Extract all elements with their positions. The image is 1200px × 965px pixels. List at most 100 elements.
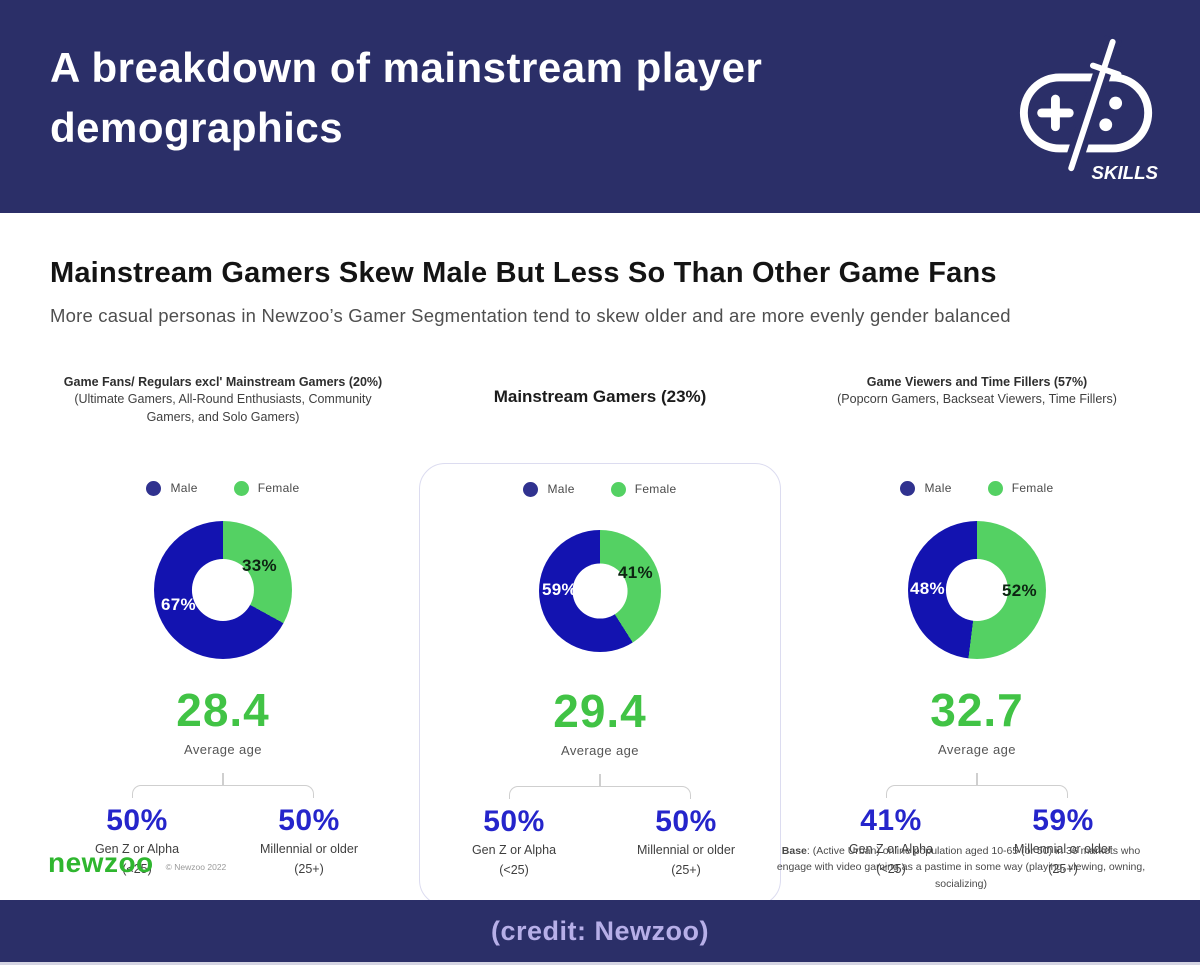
donut-hole <box>945 558 1009 622</box>
male-slice-label: 67% <box>161 595 196 614</box>
segment-column-viewers: Game Viewers and Time Fillers (57%) (Pop… <box>796 373 1158 906</box>
average-age-value: 29.4 <box>553 685 647 737</box>
highlight-card: Male Female 59% 41% 29.4 Average age <box>419 463 781 906</box>
segment-title: Game Fans/ Regulars excl' Mainstream Gam… <box>63 375 383 389</box>
average-age-label: Average age <box>938 742 1016 757</box>
donut-chart-gender: 48% 52% <box>908 521 1046 659</box>
logo-caption: SKILLS <box>1091 162 1158 182</box>
millennial-cell: 50% Millennial or older (25+) <box>230 804 388 878</box>
genz-label: Gen Z or Alpha <box>848 842 934 856</box>
gender-legend: Male Female <box>146 479 299 497</box>
male-legend-dot-icon <box>523 481 539 497</box>
section-title: Mainstream Gamers Skew Male But Less So … <box>50 257 997 289</box>
female-slice-label: 41% <box>618 563 653 582</box>
genz-cell: 50% Gen Z or Alpha (<25) <box>435 805 593 879</box>
genz-cell: 50% Gen Z or Alpha (<25) <box>58 804 216 878</box>
segment-title: Game Viewers and Time Fillers (57%) <box>866 375 1088 389</box>
legend-item-male: Male <box>900 480 952 496</box>
male-legend-label: Male <box>547 482 575 496</box>
millennial-percent: 50% <box>278 804 340 837</box>
newzoo-logo: newzoo <box>48 847 154 878</box>
segment-title: Mainstream Gamers (23%) <box>493 387 707 406</box>
page-title: A breakdown of mainstream player demogra… <box>50 44 763 151</box>
content-area: Mainstream Gamers Skew Male But Less So … <box>0 213 1200 906</box>
base-note: Base: (Active Urban) online population a… <box>772 843 1150 892</box>
male-slice-label: 48% <box>910 579 945 598</box>
male-slice-label: 59% <box>542 580 577 599</box>
segment-column-mainstream: Mainstream Gamers (23%) Male Female <box>419 373 781 906</box>
donut-hole <box>191 558 255 622</box>
gender-legend: Male Female <box>523 480 676 498</box>
legend-item-female: Female <box>610 481 677 497</box>
male-legend-label: Male <box>924 481 952 495</box>
donut-hole <box>572 563 628 619</box>
female-legend-dot-icon <box>610 481 626 497</box>
female-legend-dot-icon <box>987 480 1003 496</box>
header-banner: A breakdown of mainstream player demogra… <box>0 0 1200 213</box>
segment-subtitle: (Ultimate Gamers, All-Round Enthusiasts,… <box>74 392 372 424</box>
button-dot-icon <box>1099 118 1113 132</box>
donut-chart-gender: 59% 41% <box>539 530 661 652</box>
legend-item-female: Female <box>987 480 1054 496</box>
millennial-label: Millennial or older <box>260 842 358 856</box>
genz-label: Gen Z or Alpha <box>471 843 557 857</box>
female-legend-label: Female <box>634 482 677 496</box>
segment-body: Male Female 59% 41% 29.4 Average age <box>435 464 765 879</box>
split-bracket <box>886 773 1068 798</box>
segment-body: Male Female 67% 33% 28.4 Average age <box>58 463 388 878</box>
gender-legend: Male Female <box>900 479 1053 497</box>
male-legend-dot-icon <box>900 480 916 496</box>
genz-cell: 41% Gen Z or Alpha (<25) <box>812 804 970 878</box>
legend-item-male: Male <box>523 481 575 497</box>
section-subtitle: More casual personas in Newzoo’s Gamer S… <box>50 305 1011 326</box>
male-legend-label: Male <box>170 481 198 495</box>
millennial-cell: 50% Millennial or older (25+) <box>607 805 765 879</box>
millennial-cell: 59% Millennial or older (25+) <box>984 804 1142 878</box>
donut-chart-gender: 67% 33% <box>154 521 292 659</box>
segment-subtitle: (Popcorn Gamers, Backseat Viewers, Time … <box>837 392 1117 407</box>
split-bracket <box>509 774 691 799</box>
millennial-label: Millennial or older <box>637 843 735 857</box>
millennial-age-range: (25+) <box>1048 861 1078 876</box>
genz-age-range: (<25) <box>876 861 906 876</box>
gid-skills-logo: SKILLS <box>1019 35 1159 182</box>
bottom-strip <box>0 962 1200 965</box>
legend-item-female: Female <box>233 480 300 496</box>
button-dot-icon <box>1109 96 1123 110</box>
segment-header: Game Fans/ Regulars excl' Mainstream Gam… <box>42 373 404 463</box>
sword-icon <box>1068 38 1116 172</box>
female-slice-label: 52% <box>1002 581 1037 600</box>
base-note-text: : (Active Urban) online population aged … <box>776 845 1146 890</box>
millennial-percent: 50% <box>655 805 717 838</box>
millennial-label: Millennial or older <box>1014 842 1112 856</box>
genz-age-range: (<25) <box>499 862 529 877</box>
segment-columns: Game Fans/ Regulars excl' Mainstream Gam… <box>0 373 1200 906</box>
copyright-text: © Newzoo 2022 <box>165 862 227 872</box>
average-age-label: Average age <box>184 742 262 757</box>
female-legend-label: Female <box>1011 481 1054 495</box>
female-legend-label: Female <box>257 481 300 495</box>
millennial-age-range: (25+) <box>671 862 701 877</box>
segment-body: Male Female 48% 52% 32.7 Average age <box>812 463 1142 878</box>
male-legend-dot-icon <box>146 480 162 496</box>
age-split: 50% Gen Z or Alpha (<25) 50% Millennial … <box>58 804 388 878</box>
genz-percent: 50% <box>483 805 545 838</box>
millennial-age-range: (25+) <box>294 861 324 876</box>
credit-bar: (credit: Newzoo) <box>0 900 1200 962</box>
split-bracket <box>132 773 314 798</box>
segment-header: Game Viewers and Time Fillers (57%) (Pop… <box>796 373 1158 463</box>
genz-percent: 41% <box>860 804 922 837</box>
average-age-value: 32.7 <box>930 684 1024 736</box>
newzoo-branding: newzoo © Newzoo 2022 <box>48 847 226 879</box>
segment-header: Mainstream Gamers (23%) <box>419 373 781 463</box>
legend-item-male: Male <box>146 480 198 496</box>
genz-label: Gen Z or Alpha <box>94 842 180 856</box>
millennial-percent: 59% <box>1032 804 1094 837</box>
female-legend-dot-icon <box>233 480 249 496</box>
female-slice-label: 33% <box>242 556 277 575</box>
age-split: 41% Gen Z or Alpha (<25) 59% Millennial … <box>812 804 1142 878</box>
age-split: 50% Gen Z or Alpha (<25) 50% Millennial … <box>435 805 765 879</box>
genz-age-range: (<25) <box>122 861 152 876</box>
genz-percent: 50% <box>106 804 168 837</box>
average-age-label: Average age <box>561 743 639 758</box>
